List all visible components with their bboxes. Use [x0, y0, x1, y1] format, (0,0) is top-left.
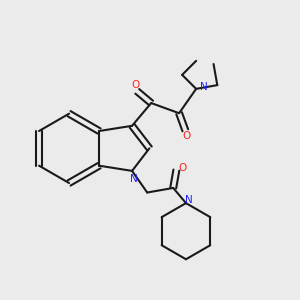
Text: O: O — [183, 131, 191, 141]
Text: N: N — [130, 174, 138, 184]
Text: O: O — [178, 164, 187, 173]
Text: N: N — [185, 196, 193, 206]
Text: N: N — [200, 82, 208, 92]
Text: O: O — [132, 80, 140, 90]
